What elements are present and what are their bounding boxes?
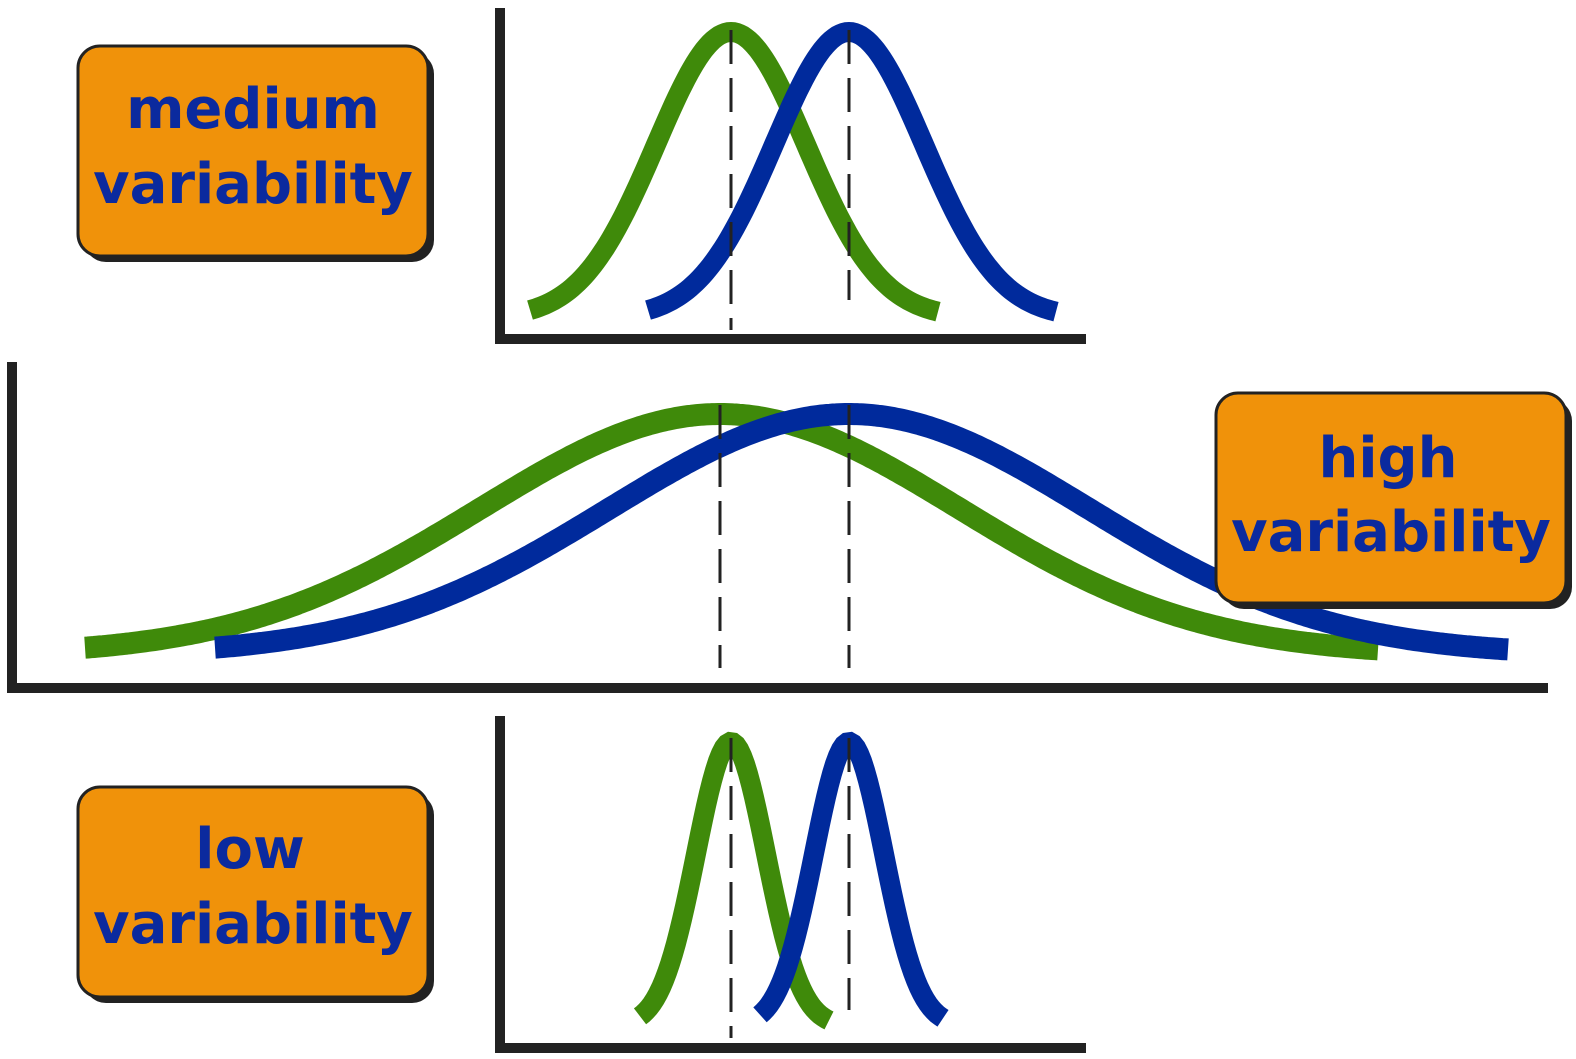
label-medium-line2: variability (93, 152, 413, 217)
curve-green-low (633, 731, 834, 1030)
label-box-high: high variability (1214, 391, 1572, 609)
curve-green-medium (527, 21, 941, 322)
curve-green-high (84, 403, 1379, 661)
axes-high (7, 362, 1548, 693)
label-low-line1: low (195, 817, 304, 882)
panel-high: high variability (7, 362, 1572, 693)
curve-blue-medium (645, 21, 1059, 322)
curve-blue-low (753, 731, 949, 1027)
panel-medium: medium variability (76, 8, 1086, 344)
panel-low: low variability (76, 716, 1086, 1053)
label-medium-line1: medium (126, 77, 380, 142)
axes-medium (495, 8, 1086, 344)
label-box-low: low variability (76, 785, 434, 1003)
label-box-medium: medium variability (76, 44, 434, 262)
curve-blue-high (214, 403, 1509, 661)
label-high-line2: variability (1231, 500, 1551, 565)
label-low-line2: variability (93, 892, 413, 957)
axes-low (495, 716, 1086, 1053)
label-high-line1: high (1318, 426, 1457, 491)
